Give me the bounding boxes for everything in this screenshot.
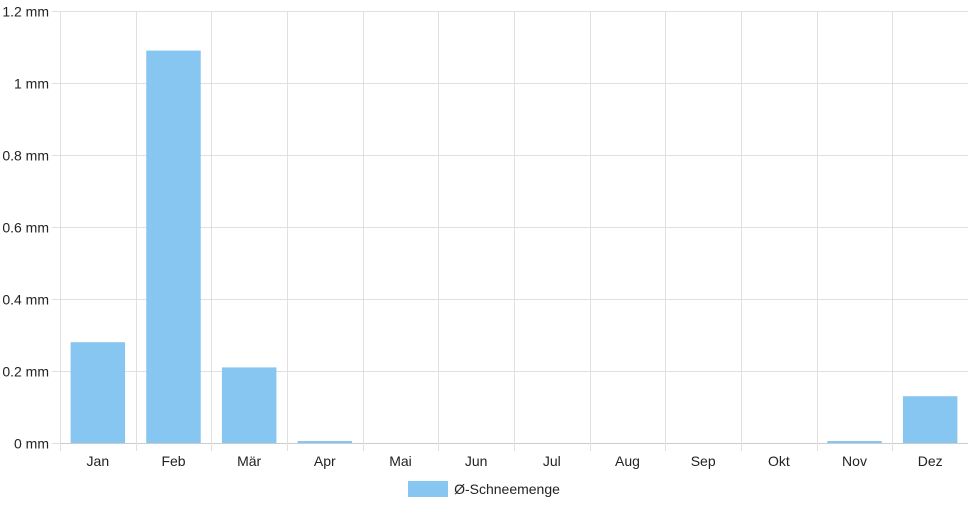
x-tick-label: Mai xyxy=(389,453,412,469)
legend[interactable]: Ø-Schneemenge xyxy=(0,481,968,497)
x-tick-label: Okt xyxy=(768,453,790,469)
y-tick-label: 0 mm xyxy=(14,436,49,452)
legend-label: Ø-Schneemenge xyxy=(454,481,560,497)
legend-swatch xyxy=(408,481,449,497)
bar-Apr xyxy=(297,441,353,443)
y-tick-label: 0.8 mm xyxy=(2,148,49,164)
x-tick-label: Jan xyxy=(87,453,110,469)
bar-Mär xyxy=(221,367,277,443)
x-tick-label: Feb xyxy=(161,453,185,469)
y-tick-label: 1 mm xyxy=(14,76,49,92)
y-tick-label: 0.6 mm xyxy=(2,220,49,236)
y-tick-label: 0.4 mm xyxy=(2,292,49,308)
x-tick-label: Nov xyxy=(842,453,867,469)
bar-Nov xyxy=(827,441,882,443)
y-tick-label: 1.2 mm xyxy=(2,4,49,20)
x-tick-label: Apr xyxy=(314,453,336,469)
x-tick-label: Dez xyxy=(918,453,943,469)
x-tick-label: Jul xyxy=(543,453,561,469)
x-tick-label: Mär xyxy=(237,453,261,469)
bars xyxy=(70,50,958,443)
bar-Dez xyxy=(902,396,958,443)
bar-Feb xyxy=(146,50,201,443)
bar-Jan xyxy=(70,342,126,443)
x-axis: Jan Feb Mär Apr Mai Jun Jul Aug Sep Okt Nov Dez xyxy=(87,453,943,469)
x-tick-label: Sep xyxy=(691,453,716,469)
x-tick-label: Jun xyxy=(465,453,488,469)
y-tick-label: 0.2 mm xyxy=(2,364,49,380)
x-tick-label: Aug xyxy=(615,453,640,469)
grid-lines xyxy=(52,11,968,451)
y-axis: 0 mm 0.2 mm 0.4 mm 0.6 mm 0.8 mm 1 mm 1.2 mm xyxy=(2,4,49,452)
